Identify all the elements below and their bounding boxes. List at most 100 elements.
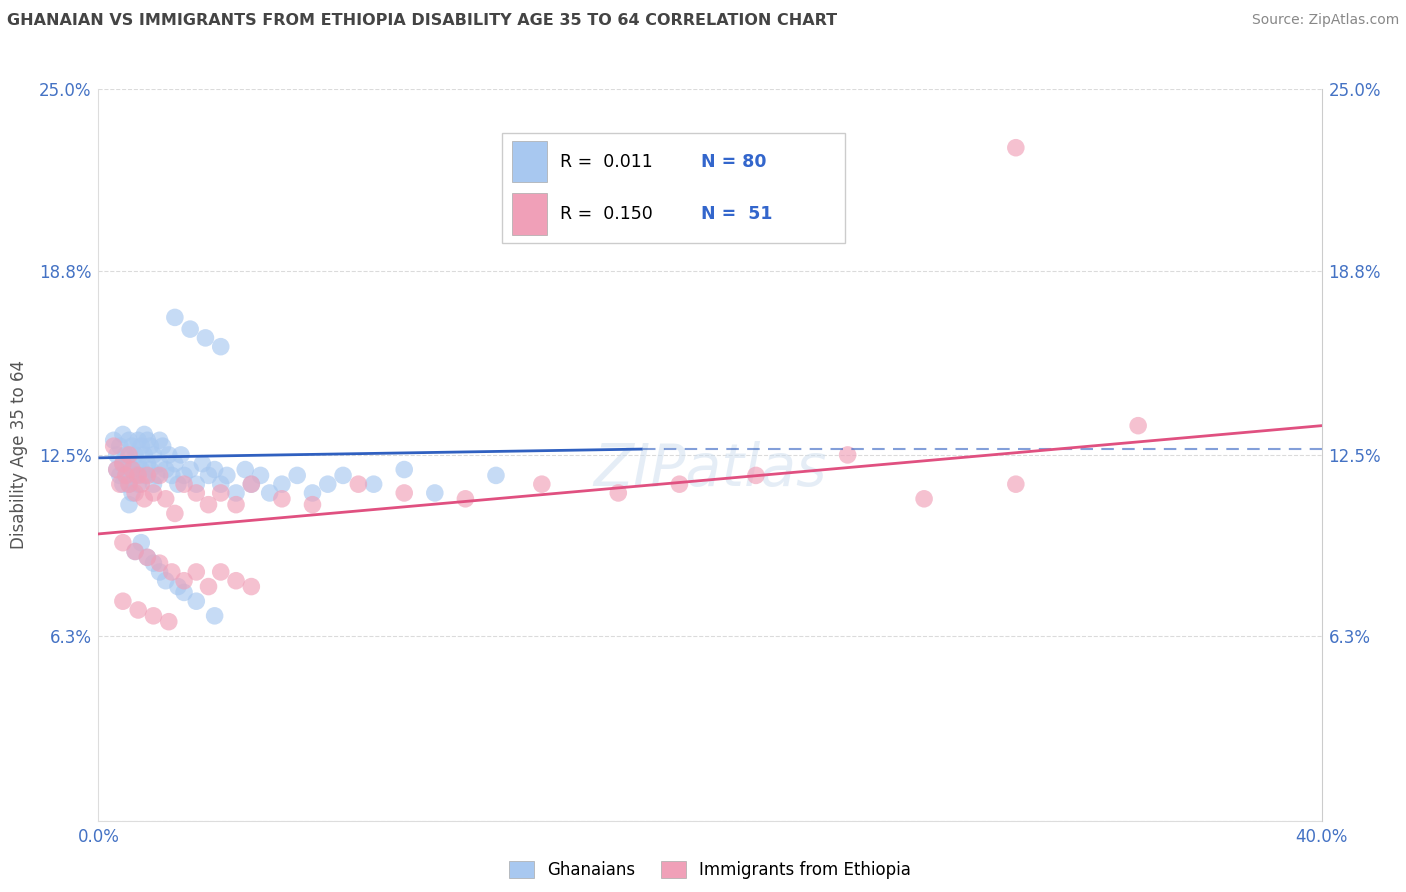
Point xyxy=(142,448,165,462)
Point xyxy=(240,477,263,491)
Point xyxy=(249,468,271,483)
Point xyxy=(136,550,159,565)
Point xyxy=(423,486,446,500)
Point xyxy=(209,486,232,500)
Point xyxy=(270,491,292,506)
Point xyxy=(163,457,186,471)
Point xyxy=(225,486,247,500)
Point xyxy=(129,535,152,549)
Point xyxy=(142,486,165,500)
Point xyxy=(167,477,190,491)
Point xyxy=(157,448,180,462)
Point xyxy=(209,340,232,354)
Point xyxy=(301,498,323,512)
Point xyxy=(127,457,149,471)
Point xyxy=(1004,141,1026,155)
Point xyxy=(111,427,134,442)
Point xyxy=(285,468,308,483)
Point xyxy=(301,486,323,500)
Point xyxy=(103,434,125,448)
Point xyxy=(111,594,134,608)
Point xyxy=(668,477,690,491)
Point xyxy=(108,439,131,453)
Text: ZIPatlas: ZIPatlas xyxy=(593,441,827,498)
Point xyxy=(170,448,193,462)
Point xyxy=(332,468,354,483)
Point xyxy=(607,486,630,500)
Point xyxy=(108,468,131,483)
Point xyxy=(118,498,141,512)
Point xyxy=(136,457,159,471)
Point xyxy=(392,486,416,500)
Point xyxy=(139,439,162,453)
Point xyxy=(103,439,125,453)
Y-axis label: Disability Age 35 to 64: Disability Age 35 to 64 xyxy=(10,360,28,549)
Point xyxy=(160,565,183,579)
Point xyxy=(136,434,159,448)
Point xyxy=(191,457,214,471)
Point xyxy=(105,448,128,462)
Point xyxy=(139,462,162,476)
Point xyxy=(270,477,292,491)
Point xyxy=(173,574,195,588)
Point xyxy=(124,486,146,500)
Point xyxy=(124,448,146,462)
Point xyxy=(134,468,156,483)
Point xyxy=(105,462,128,476)
Point xyxy=(115,448,138,462)
Point xyxy=(186,594,208,608)
Point xyxy=(363,477,385,491)
Point xyxy=(129,477,152,491)
Point xyxy=(142,477,165,491)
Point xyxy=(121,462,143,476)
Point xyxy=(155,491,177,506)
Point xyxy=(163,310,186,325)
Point xyxy=(173,477,195,491)
Point xyxy=(142,556,165,570)
Point xyxy=(115,468,138,483)
Point xyxy=(837,448,859,462)
Point xyxy=(155,462,177,476)
Point xyxy=(186,486,208,500)
Point xyxy=(186,477,208,491)
Point xyxy=(118,448,141,462)
Point xyxy=(124,544,146,558)
Point xyxy=(186,565,208,579)
Point xyxy=(157,615,180,629)
Point xyxy=(149,556,172,570)
Point xyxy=(127,468,149,483)
Point xyxy=(127,477,149,491)
Point xyxy=(204,608,226,623)
Point xyxy=(204,462,226,476)
Point xyxy=(121,486,143,500)
Point xyxy=(1128,418,1150,433)
Point xyxy=(163,507,186,521)
Point xyxy=(454,491,477,506)
Point xyxy=(121,439,143,453)
Point xyxy=(194,331,217,345)
Legend: Ghanaians, Immigrants from Ethiopia: Ghanaians, Immigrants from Ethiopia xyxy=(502,854,918,886)
Point xyxy=(167,580,190,594)
Point xyxy=(561,185,583,199)
Point xyxy=(179,322,201,336)
Point xyxy=(225,574,247,588)
Point xyxy=(173,468,195,483)
Point xyxy=(145,468,167,483)
Text: GHANAIAN VS IMMIGRANTS FROM ETHIOPIA DISABILITY AGE 35 TO 64 CORRELATION CHART: GHANAIAN VS IMMIGRANTS FROM ETHIOPIA DIS… xyxy=(7,13,837,29)
Point xyxy=(118,477,141,491)
Point xyxy=(111,457,134,471)
Point xyxy=(316,477,339,491)
Point xyxy=(530,477,553,491)
Point xyxy=(134,491,156,506)
Point xyxy=(179,462,201,476)
Point xyxy=(134,427,156,442)
Point xyxy=(121,462,143,476)
Point xyxy=(142,608,165,623)
Point xyxy=(118,457,141,471)
Point xyxy=(124,544,146,558)
Point xyxy=(1004,477,1026,491)
Point xyxy=(745,468,768,483)
Point xyxy=(912,491,935,506)
Point xyxy=(149,434,172,448)
Point xyxy=(136,468,159,483)
